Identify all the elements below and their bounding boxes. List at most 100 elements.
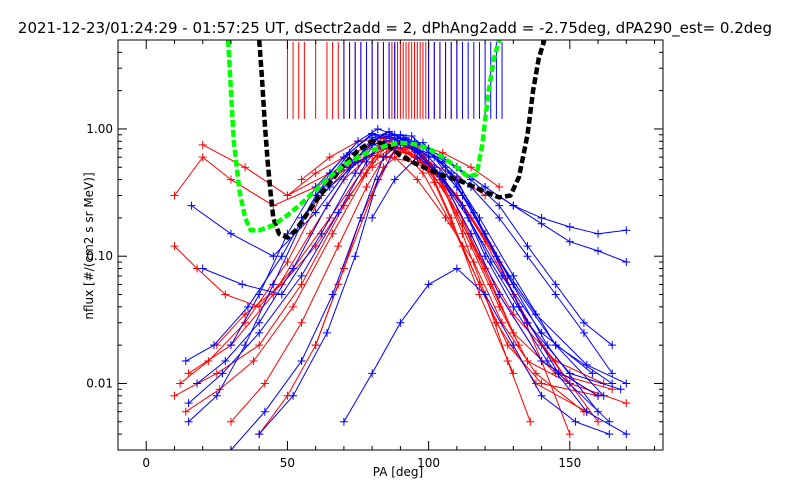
blue-profile-point — [334, 208, 343, 217]
red-profile-point — [413, 175, 422, 184]
blue-profile-point — [492, 252, 501, 261]
red-profile-point — [198, 140, 207, 149]
red-profile-point — [221, 290, 230, 299]
x-axis: 0 50 100 150 — [142, 40, 656, 470]
blue-profile-point — [218, 369, 227, 378]
x-tick-label: 50 — [280, 456, 295, 470]
blue-profile-point — [608, 369, 617, 378]
red-profile-point — [594, 417, 603, 426]
blue-profile-point — [362, 157, 371, 166]
red-profile-point — [204, 357, 213, 366]
plot-frame — [117, 39, 664, 451]
blue-profile-point — [396, 318, 405, 327]
red-profile-point — [283, 191, 292, 200]
blue-profile-point — [594, 229, 603, 238]
blue-profile-point — [495, 201, 504, 210]
blue-profile-point — [565, 222, 574, 231]
y-tick-label: 0.01 — [86, 376, 113, 390]
red-profile-point — [495, 182, 504, 191]
red-profile-line — [174, 154, 585, 413]
blue-profile-point — [243, 302, 252, 311]
red-profile-point — [311, 169, 320, 178]
blue-profile-13 — [368, 153, 631, 439]
blue-profile-point — [322, 201, 331, 210]
blue-profile-point — [277, 252, 286, 261]
blue-profile-point — [269, 252, 278, 261]
red-profile-point — [362, 169, 371, 178]
red-profile-point — [362, 182, 371, 191]
blue-profile-point — [622, 226, 631, 235]
red-profile-point — [311, 341, 320, 350]
blue-profile-point — [255, 430, 264, 439]
blue-profile-point — [210, 341, 219, 350]
red-profile-point — [486, 280, 495, 289]
red-profile-7 — [255, 140, 535, 439]
blue-profile-point — [328, 290, 337, 299]
blue-profile-point — [565, 237, 574, 246]
red-profile-point — [565, 430, 574, 439]
red-profile-point — [466, 242, 475, 251]
blue-profile-point — [255, 328, 264, 337]
red-profile-point — [297, 280, 306, 289]
blue-profile-point — [608, 379, 617, 388]
blue-profile-point — [622, 430, 631, 439]
blue-profile-point — [322, 328, 331, 337]
red-profile-13 — [368, 144, 603, 426]
blue-profile-point — [373, 133, 382, 142]
blue-profile-point — [582, 360, 591, 369]
blue-marker-lines — [343, 42, 503, 119]
blue-profile-point — [413, 153, 422, 162]
blue-profile-point — [579, 318, 588, 327]
blue-profile-point — [452, 264, 461, 273]
blue-profile-point — [379, 153, 388, 162]
blue-profile-point — [424, 280, 433, 289]
red-profile-5 — [170, 137, 603, 400]
red-profile-point — [289, 302, 298, 311]
red-profile-3 — [170, 151, 588, 416]
blue-profile-point — [277, 290, 286, 299]
blue-profile-point — [543, 341, 552, 350]
blue-profile-point — [537, 391, 546, 400]
red-profile-point — [283, 258, 292, 267]
blue-profile-point — [351, 252, 360, 261]
blue-profile-point — [373, 175, 382, 184]
red-profile-point — [297, 175, 306, 184]
blue-profile-line — [343, 267, 610, 435]
blue-profile-point — [588, 369, 597, 378]
blue-profile-point — [368, 369, 377, 378]
red-profile-point — [226, 417, 235, 426]
blue-profile-point — [616, 385, 625, 394]
red-profile-point — [198, 153, 207, 162]
blue-profile-point — [495, 213, 504, 222]
blue-profile-point — [458, 201, 467, 210]
blue-profile-point — [582, 407, 591, 416]
blue-profile-point — [509, 302, 518, 311]
red-profile-point — [260, 379, 269, 388]
x-axis-label: PA [deg] — [373, 465, 423, 479]
blue-profile-point — [187, 201, 196, 210]
blue-profile-point — [255, 290, 264, 299]
red-profile-line — [258, 144, 531, 435]
red-profile-line — [386, 156, 571, 435]
red-profile-point — [255, 302, 264, 311]
blue-profile-point — [297, 357, 306, 366]
red-profile-line — [185, 140, 588, 413]
red-profile-point — [297, 318, 306, 327]
blue-profile-point — [255, 318, 264, 327]
blue-profile-point — [579, 328, 588, 337]
blue-profile-line — [191, 131, 613, 384]
blue-profile-point — [339, 153, 348, 162]
red-profile-point — [495, 302, 504, 311]
blue-profile-point — [339, 417, 348, 426]
blue-profile-point — [531, 310, 540, 319]
black-fit-curve — [256, 40, 547, 240]
red-profile-line — [216, 142, 604, 384]
red-profile-point — [241, 163, 250, 172]
blue-profile-point — [608, 341, 617, 350]
blue-profile-point — [481, 252, 490, 261]
red-profile-point — [509, 369, 518, 378]
blue-profile-point — [311, 208, 320, 217]
blue-profile-point — [551, 280, 560, 289]
blue-profile-line — [185, 133, 593, 374]
blue-profile-point — [458, 191, 467, 200]
